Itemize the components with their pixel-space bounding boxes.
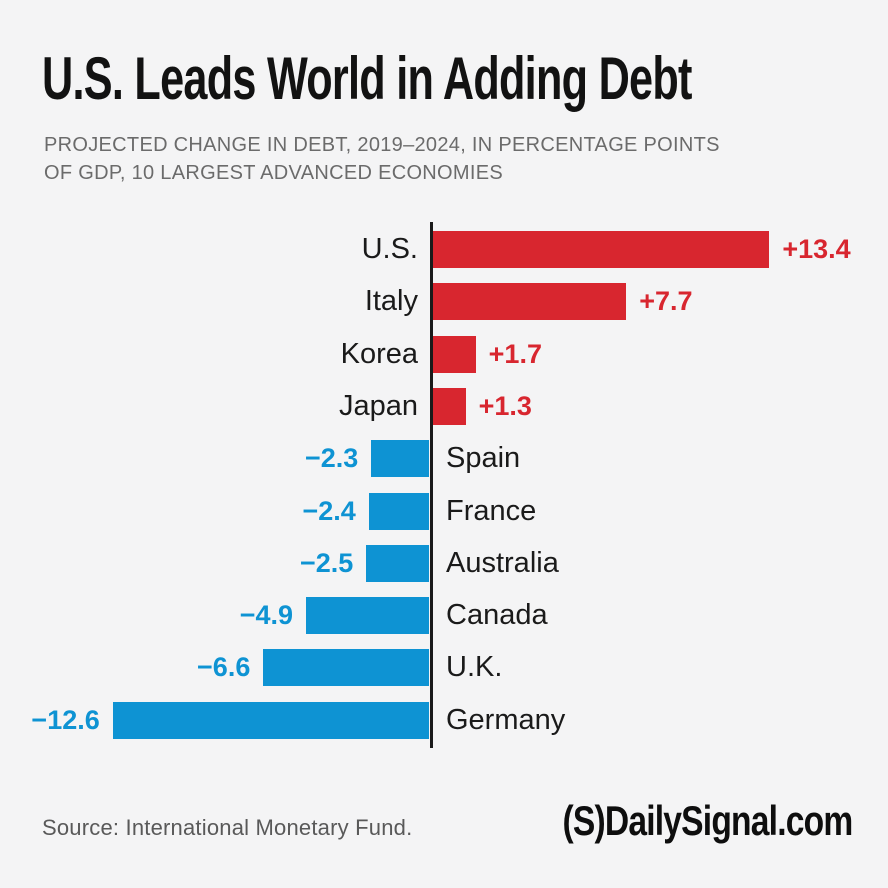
country-label: Germany [446, 703, 566, 736]
daily-signal-logo: (S)DailySignal.com [562, 797, 853, 844]
value-label: +7.7 [639, 286, 693, 317]
negative-bar [366, 544, 429, 582]
bar-row: Australia −2.5 [0, 544, 888, 582]
value-label: −12.6 [31, 704, 100, 735]
country-label: U.S. [361, 233, 418, 265]
positive-bar [433, 283, 627, 321]
value-label: +1.7 [488, 338, 542, 369]
bar-chart: U.S. +13.4 Italy +7.7 Korea +1.7 Japan +1.3 Spai… [0, 222, 888, 748]
value-label: −4.9 [239, 600, 294, 631]
country-label: Korea [340, 337, 418, 370]
value-label: −2.4 [302, 495, 356, 526]
value-label: +1.3 [478, 390, 532, 421]
value-label: +13.4 [782, 234, 851, 264]
value-label: −2.3 [304, 443, 359, 474]
positive-bar [433, 387, 466, 425]
country-label: France [446, 494, 537, 527]
chart-subtitle: PROJECTED CHANGE IN DEBT, 2019–2024, IN … [44, 134, 720, 184]
negative-bar [371, 440, 429, 478]
bar-row: Italy +7.7 [0, 283, 888, 321]
source-note: Source: International Monetary Fund. [42, 815, 413, 840]
country-label: Canada [446, 599, 548, 632]
positive-bar [433, 335, 476, 373]
negative-bar [263, 649, 429, 687]
bar-row: U.K. −6.6 [0, 649, 888, 687]
bar-row: Germany −12.6 [0, 701, 888, 739]
axis-line [429, 222, 433, 748]
country-label: Italy [364, 285, 418, 318]
value-label: −6.6 [197, 652, 251, 683]
bar-row: Korea +1.7 [0, 335, 888, 373]
bar-row: U.S. +13.4 [0, 231, 888, 268]
bar-row: France −2.4 [0, 492, 888, 530]
country-label: Australia [446, 546, 559, 579]
value-label: −2.5 [299, 547, 354, 578]
country-label: U.K. [446, 651, 503, 684]
bar-row: Japan +1.3 [0, 387, 888, 425]
bar-row: Spain −2.3 [0, 440, 888, 478]
chart-title: U.S. Leads World in Adding Debt [42, 45, 692, 112]
negative-bar [368, 492, 429, 530]
negative-bar [112, 701, 429, 739]
country-label: Spain [446, 442, 521, 475]
positive-bar [433, 231, 770, 268]
negative-bar [306, 597, 429, 635]
country-label: Japan [338, 389, 418, 422]
bar-row: Canada −4.9 [0, 597, 888, 635]
